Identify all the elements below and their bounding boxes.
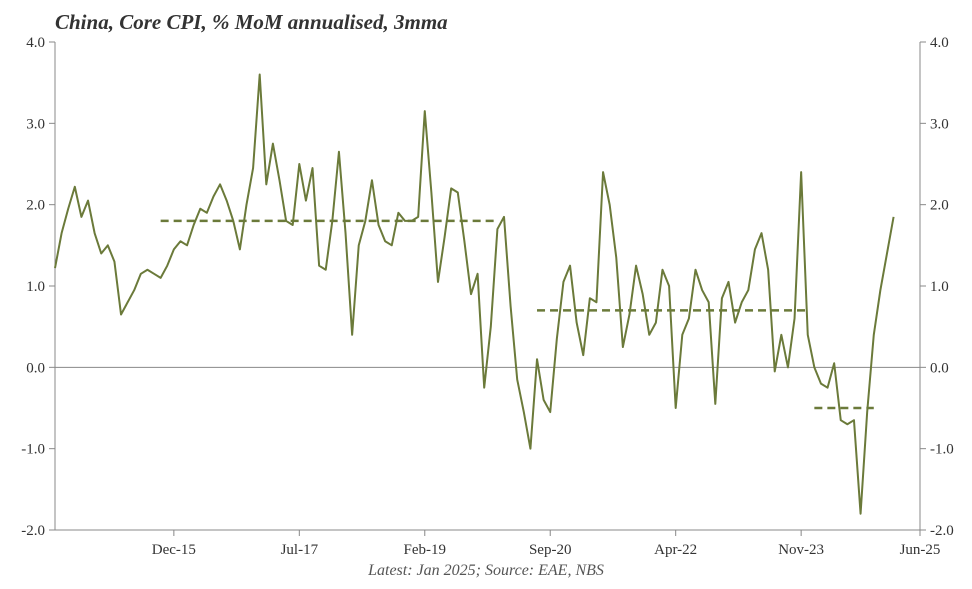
svg-text:3.0: 3.0 (26, 116, 45, 132)
svg-text:Nov-23: Nov-23 (778, 542, 824, 558)
chart-svg: -2.0 -2.0 -1.0 -1.0 0.0 0.0 1.0 1.0 2.0 2.0 3.0 3.0… (0, 0, 972, 589)
svg-text:1.0: 1.0 (930, 279, 949, 295)
svg-text:0.0: 0.0 (930, 360, 949, 376)
svg-text:Sep-20: Sep-20 (529, 542, 572, 558)
svg-text:-1.0: -1.0 (21, 442, 45, 458)
svg-text:3.0: 3.0 (930, 116, 949, 132)
svg-text:1.0: 1.0 (26, 279, 45, 295)
svg-text:Apr-22: Apr-22 (654, 542, 697, 558)
svg-text:-2.0: -2.0 (21, 523, 45, 539)
svg-text:2.0: 2.0 (930, 198, 949, 214)
svg-text:-1.0: -1.0 (930, 442, 954, 458)
svg-text:-2.0: -2.0 (930, 523, 954, 539)
svg-text:4.0: 4.0 (26, 35, 45, 51)
svg-text:0.0: 0.0 (26, 360, 45, 376)
chart-container: China, Core CPI, % MoM annualised, 3mma … (0, 0, 972, 589)
svg-text:2.0: 2.0 (26, 198, 45, 214)
svg-text:Dec-15: Dec-15 (152, 542, 196, 558)
chart-caption: Latest: Jan 2025; Source: EAE, NBS (0, 562, 972, 580)
svg-text:Jul-17: Jul-17 (281, 542, 319, 558)
svg-text:Jun-25: Jun-25 (900, 542, 941, 558)
svg-text:4.0: 4.0 (930, 35, 949, 51)
svg-text:Feb-19: Feb-19 (404, 542, 447, 558)
plot-area: -2.0 -2.0 -1.0 -1.0 0.0 0.0 1.0 1.0 2.0 2.0 3.0 3.0… (0, 0, 972, 589)
